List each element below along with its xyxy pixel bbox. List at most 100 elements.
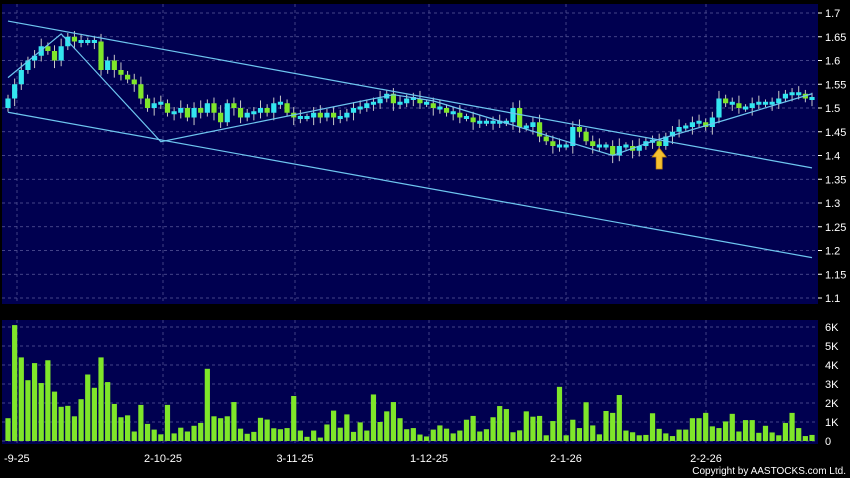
volume-bar — [350, 431, 357, 441]
volume-bar — [729, 413, 735, 441]
x-tick-label: 2-1-26 — [550, 453, 582, 465]
volume-tick-label: 0 — [825, 436, 831, 448]
price-panel — [2, 4, 818, 304]
volume-bar — [517, 430, 523, 441]
volume-bar — [703, 412, 709, 441]
volume-bar — [424, 436, 430, 441]
candle-body — [317, 112, 323, 118]
volume-bar — [563, 435, 569, 441]
candle-body — [251, 111, 257, 115]
volume-bar — [324, 424, 330, 441]
volume-bar — [257, 417, 264, 441]
volume-bars — [5, 325, 815, 441]
volume-bar — [184, 431, 191, 441]
volume-bar — [277, 429, 284, 441]
volume-bar — [198, 422, 204, 441]
volume-bar — [769, 432, 775, 441]
volume-bar — [776, 435, 782, 441]
volume-bar — [158, 434, 164, 441]
volume-bar — [191, 425, 197, 441]
volume-bar — [603, 410, 609, 441]
candle-body — [357, 106, 363, 110]
y-tick-label: 1.1 — [825, 293, 840, 305]
volume-bar — [490, 417, 496, 441]
volume-bar — [377, 422, 383, 441]
volume-bar — [138, 404, 144, 441]
candle-body — [144, 98, 151, 108]
y-tick-label: 1.2 — [825, 246, 840, 258]
candle-body — [603, 144, 609, 148]
x-axis: -9-25 2-10-25 3-11-25 1-12-25 2-1-26 2-2-26 — [4, 453, 722, 465]
volume-bar — [31, 363, 38, 441]
candle-body — [596, 144, 602, 148]
candle-body — [517, 108, 523, 127]
candle-body — [623, 144, 629, 148]
candle-body — [583, 131, 589, 142]
candle-body — [443, 108, 450, 113]
candle-body — [636, 146, 642, 151]
candle-body — [570, 127, 576, 146]
y-tick-label: 1.3 — [825, 198, 840, 210]
volume-y-axis: 6K 5K 4K 3K 2K 1K 0 — [825, 322, 839, 448]
candle-body — [350, 108, 357, 113]
volume-bar — [18, 357, 24, 441]
candle-body — [377, 98, 383, 104]
candle-body — [71, 36, 78, 42]
volume-bar — [271, 428, 277, 441]
volume-bar — [457, 430, 463, 441]
candle-body — [536, 122, 543, 137]
candle-body — [25, 60, 31, 70]
volume-tick-label: 5K — [825, 341, 839, 353]
candle-body — [231, 103, 237, 108]
candle-body — [51, 51, 58, 61]
volume-bar — [736, 431, 742, 441]
candle-body — [676, 127, 682, 132]
volume-bar — [410, 428, 416, 441]
candle-body — [424, 101, 430, 105]
volume-bar — [437, 425, 443, 441]
candle-body — [45, 46, 51, 51]
volume-bar — [390, 402, 396, 441]
volume-bar — [244, 433, 250, 441]
y-tick-label: 1.4 — [825, 151, 840, 163]
y-tick-label: 1.65 — [825, 32, 846, 44]
candle-body — [576, 127, 583, 132]
candle-body — [98, 41, 104, 70]
volume-tick-label: 1K — [825, 417, 839, 429]
volume-bar — [45, 360, 51, 441]
candle-body — [590, 141, 596, 146]
candle-body — [111, 60, 117, 70]
candle-body — [404, 98, 410, 104]
candle-body — [616, 146, 622, 156]
volume-bar — [536, 415, 543, 441]
volume-bar — [91, 387, 97, 441]
candle-body — [211, 103, 217, 113]
candle-body — [683, 125, 689, 129]
candle-body — [125, 74, 131, 80]
candle-body — [105, 60, 111, 70]
candle-body — [490, 120, 496, 124]
candle-body — [477, 120, 483, 124]
x-tick-label: 3-11-25 — [276, 453, 313, 465]
candle-body — [31, 55, 38, 61]
candle-body — [696, 120, 702, 124]
candle-body — [191, 108, 197, 118]
candle-body — [510, 108, 516, 123]
volume-bar — [404, 429, 410, 441]
volume-bar — [291, 395, 297, 441]
candle-body — [344, 112, 350, 118]
volume-bar — [623, 430, 629, 441]
y-tick-label: 1.45 — [825, 127, 846, 139]
candle-body — [171, 111, 177, 115]
candle-body — [809, 97, 815, 100]
volume-bar — [71, 416, 78, 441]
volume-bar — [483, 429, 490, 441]
y-tick-label: 1.7 — [825, 8, 840, 20]
volume-bar — [596, 434, 602, 441]
candle-body — [543, 136, 549, 142]
candle-body — [410, 97, 416, 100]
volume-bar — [344, 414, 350, 441]
candle-body — [184, 108, 191, 118]
volume-bar — [337, 427, 343, 441]
volume-bar — [251, 431, 257, 441]
